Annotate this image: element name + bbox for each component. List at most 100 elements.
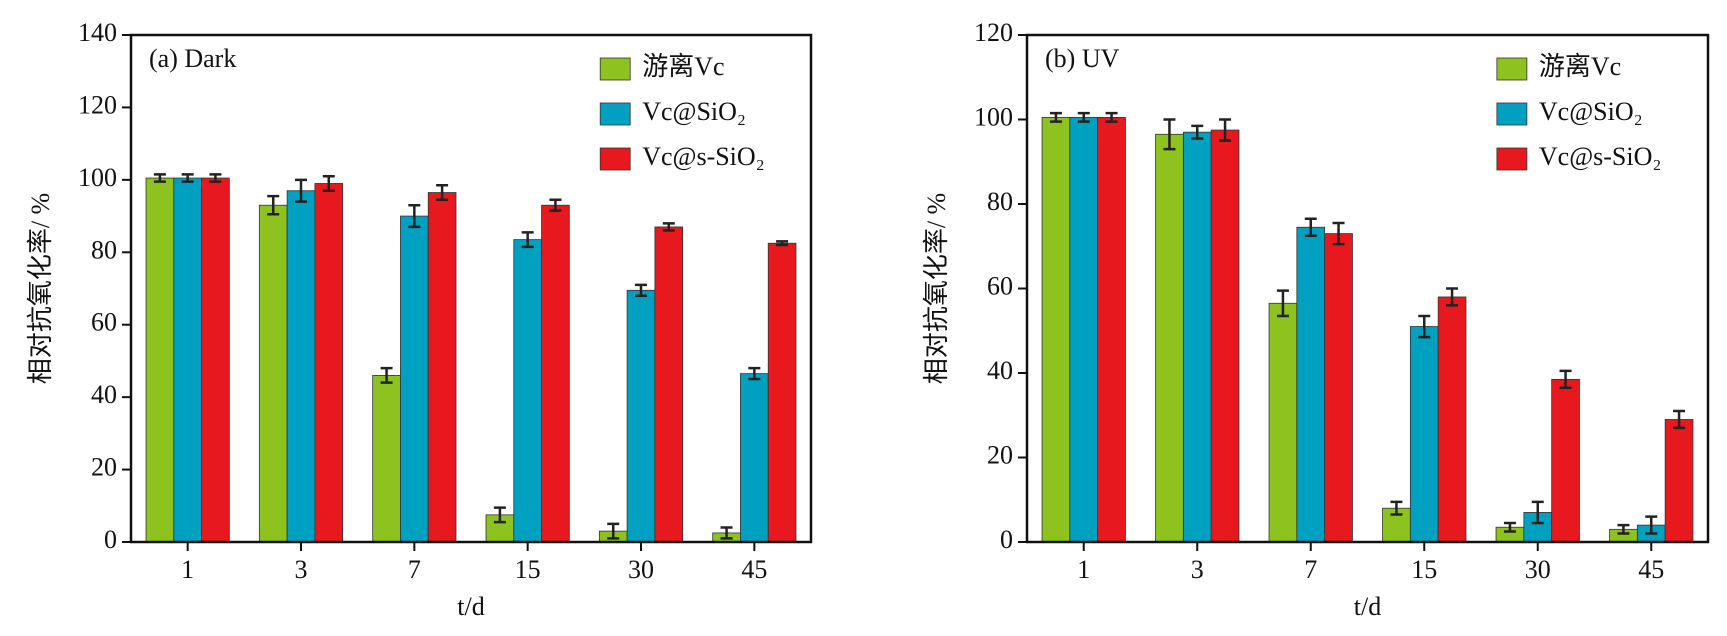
error-bar xyxy=(408,203,421,229)
error-bar xyxy=(1049,111,1062,123)
y-tick-label: 60 xyxy=(91,308,117,337)
error-bar xyxy=(1645,515,1658,535)
x-tick-label: 7 xyxy=(1304,555,1317,584)
error-bar xyxy=(493,506,506,524)
bar xyxy=(1437,296,1467,543)
bar xyxy=(1155,133,1184,543)
y-tick-label: 0 xyxy=(104,525,117,554)
bar xyxy=(1409,326,1439,543)
error-bar xyxy=(607,522,620,540)
plot-frame xyxy=(129,33,813,544)
y-tick-label: 40 xyxy=(91,380,117,409)
x-tick-label: 3 xyxy=(295,555,308,584)
legend-swatch xyxy=(1496,102,1528,126)
bar xyxy=(145,177,175,543)
legend-label: 游离Vc xyxy=(642,52,724,81)
bar xyxy=(201,177,230,543)
y-tick-label: 20 xyxy=(91,453,117,482)
legend-swatch xyxy=(599,102,631,126)
y-tick-label: 40 xyxy=(987,356,1013,385)
error-bar xyxy=(720,526,733,540)
bar xyxy=(1551,378,1580,543)
error-bar xyxy=(1673,409,1686,430)
bar xyxy=(1069,116,1099,543)
legend-label: Vc@SiO₂ xyxy=(642,97,746,126)
bar xyxy=(427,192,457,543)
error-bar xyxy=(1191,124,1204,140)
x-tick-label: 45 xyxy=(1638,555,1664,584)
error-bar xyxy=(1503,521,1516,533)
bar xyxy=(1182,131,1212,543)
bar xyxy=(740,373,769,543)
x-tick-label: 45 xyxy=(741,555,767,584)
error-bar xyxy=(322,174,335,192)
error-bar xyxy=(209,173,222,183)
x-axis-label: t/d xyxy=(1354,592,1381,621)
bar xyxy=(173,177,202,543)
bar xyxy=(1210,129,1240,543)
error-bar xyxy=(635,283,647,297)
error-bar xyxy=(776,240,789,247)
error-bar xyxy=(295,178,307,203)
y-axis-label: 相对抗氧化率/ % xyxy=(922,193,951,384)
legend-swatch xyxy=(1496,57,1528,81)
bar xyxy=(286,190,316,543)
y-tick-label: 120 xyxy=(974,18,1013,47)
error-bar xyxy=(1276,289,1289,318)
legend-label: 游离Vc xyxy=(1539,52,1621,81)
y-tick-label: 100 xyxy=(78,163,117,192)
error-bar xyxy=(1418,314,1431,339)
x-tick-label: 15 xyxy=(1411,555,1437,584)
bar xyxy=(541,204,570,543)
y-tick-label: 60 xyxy=(987,271,1013,300)
error-bar xyxy=(1304,217,1317,237)
bar xyxy=(1296,226,1326,543)
x-tick-label: 7 xyxy=(408,555,421,584)
error-bar xyxy=(1163,118,1176,151)
error-bar xyxy=(1617,523,1630,535)
y-tick-label: 140 xyxy=(78,18,117,47)
y-tick-label: 20 xyxy=(987,440,1013,469)
error-bar xyxy=(1531,500,1544,525)
y-axis-label: 相对抗氧化率/ % xyxy=(26,193,55,384)
error-bar xyxy=(1559,369,1572,390)
error-bar xyxy=(380,366,393,384)
legend-label: Vc@s-SiO₂ xyxy=(1539,142,1662,171)
legend-swatch xyxy=(599,147,631,171)
legend-swatch xyxy=(599,57,631,81)
bar xyxy=(1097,116,1126,543)
error-bar xyxy=(181,173,194,183)
error-bar xyxy=(748,366,761,381)
error-bar xyxy=(1446,287,1459,307)
x-tick-label: 1 xyxy=(1077,555,1090,584)
error-bar xyxy=(662,222,675,232)
error-bar xyxy=(153,173,166,183)
legend-label: Vc@s-SiO₂ xyxy=(642,142,765,171)
error-bar xyxy=(1219,118,1232,142)
legend-label: Vc@SiO₂ xyxy=(1539,97,1643,126)
error-bar xyxy=(436,184,449,202)
y-tick-label: 100 xyxy=(974,102,1013,131)
y-tick-label: 80 xyxy=(91,235,117,264)
bar xyxy=(1324,233,1353,543)
bar xyxy=(626,289,656,543)
plot-frame xyxy=(1025,33,1710,544)
error-bar xyxy=(267,194,280,216)
legend-swatch xyxy=(1496,147,1528,171)
bar xyxy=(1268,302,1298,543)
bar xyxy=(767,242,797,543)
error-bar xyxy=(1390,500,1403,516)
error-bar xyxy=(1077,111,1090,123)
x-tick-label: 30 xyxy=(1525,555,1551,584)
bar xyxy=(1664,419,1694,543)
x-tick-label: 3 xyxy=(1191,555,1204,584)
y-tick-label: 0 xyxy=(1000,525,1013,554)
error-bar xyxy=(1332,221,1345,246)
bar xyxy=(400,215,429,543)
annotation: (a) Dark xyxy=(149,44,236,73)
bar xyxy=(513,239,542,543)
y-tick-label: 80 xyxy=(987,187,1013,216)
x-tick-label: 15 xyxy=(515,555,541,584)
error-bar xyxy=(549,198,562,212)
bar xyxy=(314,183,344,543)
